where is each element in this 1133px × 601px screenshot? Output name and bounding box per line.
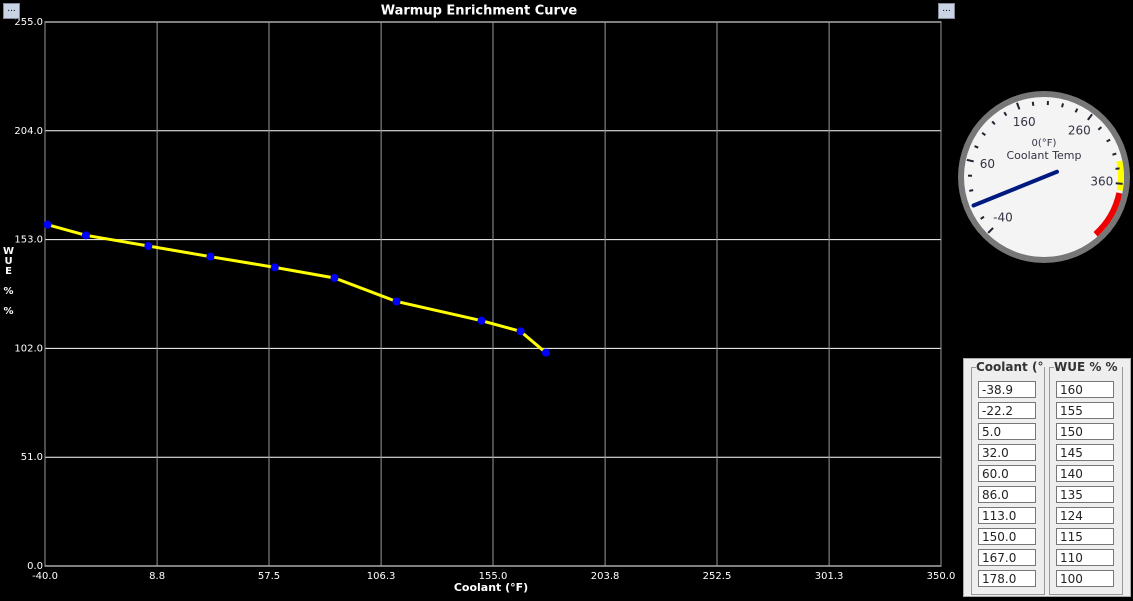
table-cell[interactable]: 124 (1056, 507, 1114, 524)
x-tick-label: 155.0 (479, 571, 508, 582)
gauge-zone (1116, 160, 1124, 191)
y-tick-label: 0.0 (27, 561, 43, 572)
curve (47, 223, 547, 354)
point (477, 316, 486, 325)
table-panel: Coolant (°F -38.9 -22.2 5.0 32.0 60.0 86.0 113.… (963, 358, 1131, 597)
gauge-minor-tick (1074, 108, 1079, 113)
gauge-minor-tick (966, 158, 974, 163)
x-tick-label: 8.8 (149, 571, 165, 582)
chart-title: Warmup Enrichment Curve (381, 4, 578, 19)
gauge-minor-tick (1106, 138, 1111, 143)
table-cell[interactable]: 60.0 (978, 465, 1036, 482)
point (330, 274, 339, 282)
gauge-tick-label: 160 (1013, 115, 1036, 129)
point (516, 327, 525, 336)
gauge-minor-tick (1087, 113, 1093, 121)
table-cell[interactable]: 115 (1056, 528, 1114, 545)
point (43, 220, 52, 229)
menu-button[interactable]: ... (3, 3, 20, 19)
table-cell[interactable]: 155 (1056, 402, 1114, 419)
column: Coolant (°F -38.9 -22.2 5.0 32.0 60.0 86.0 113.… (971, 360, 1045, 595)
y-tick-label: 102.0 (14, 343, 43, 354)
table-cell[interactable]: 100 (1056, 570, 1114, 587)
x-axis-label: Coolant (°F) (454, 581, 528, 594)
gauge-minor-tick (969, 189, 974, 192)
gauge-minor-tick (1061, 103, 1064, 108)
point (81, 231, 90, 240)
y-axis-label: WUE % % (3, 246, 14, 316)
gauge-minor-tick (980, 215, 985, 220)
gauge-tick-label: 60 (980, 157, 995, 171)
gauge-minor-tick (1031, 101, 1035, 106)
y-tick-label: 204.0 (14, 126, 43, 137)
gauge-minor-tick (987, 227, 994, 234)
table-cell[interactable]: 86.0 (978, 486, 1036, 503)
table-cell[interactable]: 135 (1056, 486, 1114, 503)
gauge-tick-label: 360 (1090, 175, 1113, 189)
table-cell[interactable]: 32.0 (978, 444, 1036, 461)
x-tick-label: 203.8 (591, 571, 620, 582)
x-tick-label: -40.0 (32, 571, 58, 582)
point (270, 263, 279, 272)
x-tick-label: 57.5 (258, 571, 280, 582)
x-tick-label: 301.3 (815, 571, 844, 582)
table-cell[interactable]: 5.0 (978, 423, 1036, 440)
x-tick-label: 350.0 (927, 571, 956, 582)
x-tick-label: 106.3 (367, 571, 396, 582)
point (392, 297, 401, 306)
gauge-readout: 0(°F) (1032, 138, 1057, 149)
gauge-minor-tick (1003, 111, 1008, 117)
y-tick-label: 255.0 (14, 17, 43, 28)
gauge-label: Coolant Temp (1006, 149, 1081, 162)
point (541, 348, 550, 357)
table-cell[interactable]: 167.0 (978, 549, 1036, 566)
gauge-needle (971, 169, 1059, 208)
y-tick-label: 51.0 (21, 452, 43, 463)
gauge-minor-tick (1097, 126, 1103, 131)
gauge-tick-label: 260 (1068, 123, 1091, 137)
table-cell[interactable]: -38.9 (978, 381, 1036, 398)
table-cell[interactable]: 145 (1056, 444, 1114, 461)
y-tick-label: 153.0 (14, 235, 43, 246)
table-cell[interactable]: -22.2 (978, 402, 1036, 419)
table-cell[interactable]: 113.0 (978, 507, 1036, 524)
table-cell[interactable]: 150 (1056, 423, 1114, 440)
gauge-minor-tick (991, 120, 996, 126)
column-header: WUE % % (1054, 360, 1122, 374)
column: WUE % % 160 155 150 145 140 135 124 115 110 100 (1049, 360, 1123, 595)
gauge-minor-tick (974, 145, 979, 149)
table-cell[interactable]: 178.0 (978, 570, 1036, 587)
table-cell[interactable]: 150.0 (978, 528, 1036, 545)
column-header: Coolant (°F (976, 360, 1044, 374)
x-tick-label: 252.5 (703, 571, 732, 582)
menu-button[interactable]: ... (938, 3, 955, 19)
gauge-minor-tick (981, 132, 986, 137)
gauge-minor-tick (1112, 152, 1117, 156)
table-cell[interactable]: 160 (1056, 381, 1114, 398)
table-cell[interactable]: 140 (1056, 465, 1114, 482)
gauge-minor-tick (1115, 182, 1123, 185)
point (144, 242, 153, 250)
gauge-zone (1093, 192, 1123, 237)
gauge-tick-label: -40 (993, 211, 1013, 225)
gauge-minor-tick (1016, 102, 1021, 110)
point (206, 252, 215, 261)
table-cell[interactable]: 110 (1056, 549, 1114, 566)
